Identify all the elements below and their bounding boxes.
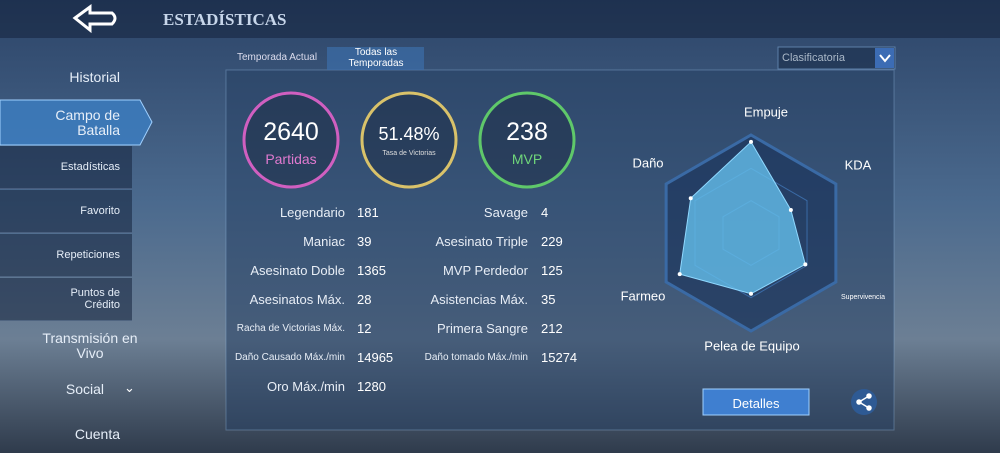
menu-item[interactable]: Historial	[69, 69, 120, 85]
stat-label: Asistencias Máx.	[430, 292, 528, 307]
menu-item[interactable]: Cuenta	[74, 426, 120, 442]
button-label[interactable]: Detalles	[732, 396, 780, 411]
stat-label: Racha de Victorias Máx.	[236, 323, 345, 334]
summary-label: MVP	[511, 151, 543, 167]
tab-active[interactable]	[327, 47, 424, 70]
summary-value: 238	[506, 118, 548, 146]
stat-label: Daño tomado Máx./min	[424, 352, 528, 363]
summary-label: Partidas	[265, 151, 317, 167]
stat-label: Maniac	[303, 234, 345, 249]
submenu-item[interactable]: Repeticiones	[0, 234, 132, 277]
radar-label: Supervivencia	[841, 294, 885, 301]
radar-vertex	[749, 139, 753, 144]
title: ESTADÍSTICAS	[163, 10, 287, 29]
radar-label: Farmeo	[621, 288, 666, 303]
tab[interactable]: Todas las Temporadas	[348, 47, 404, 69]
ring	[360, 91, 458, 189]
radar-vertex	[803, 262, 808, 267]
submenu-item[interactable]: Estadísticas	[0, 146, 132, 189]
share-button[interactable]	[851, 389, 877, 415]
ring	[242, 91, 340, 189]
menu-item[interactable]: Social	[65, 381, 104, 397]
radar-vertex	[688, 196, 693, 201]
details-button[interactable]	[702, 388, 810, 416]
stat-label: Primera Sangre	[436, 321, 528, 336]
active-menu[interactable]	[0, 99, 153, 146]
stat-label: Asesinato Doble	[250, 263, 345, 278]
stat-value: 125	[541, 263, 563, 278]
radar-vertex	[749, 291, 753, 296]
back-icon[interactable]	[72, 4, 117, 34]
stat-label: Asesinato Triple	[435, 234, 529, 249]
stat-label: Savage	[483, 205, 528, 220]
stat-value: 28	[357, 292, 372, 307]
radar-vertex	[677, 272, 682, 277]
stat-value: 229	[541, 234, 563, 249]
stat-value: 14965	[357, 350, 394, 365]
dropdown-arrow	[879, 54, 891, 63]
stat-label: MVP Perdedor	[442, 263, 528, 278]
radar-label: Pelea de Equipo	[704, 338, 799, 353]
stat-value: 1365	[357, 263, 386, 278]
tab[interactable]: Temporada Actual	[237, 52, 318, 63]
stat-value: 35	[541, 292, 556, 307]
menu-item[interactable]: Campo de Batalla	[55, 107, 120, 138]
submenu-item[interactable]: Puntos de Crédito	[0, 278, 132, 321]
stat-value: 1280	[357, 379, 386, 394]
stat-label: Oro Máx./min	[266, 379, 345, 394]
top-bar	[0, 0, 1000, 38]
dropdown-arrow-box	[875, 48, 894, 68]
stat-value: 4	[541, 205, 549, 220]
chevron: ⌄	[124, 380, 135, 395]
stat-value: 212	[541, 321, 563, 336]
stat-value: 39	[357, 234, 372, 249]
submenu-item[interactable]: Favorito	[0, 190, 132, 233]
radar-label: KDA	[845, 157, 872, 172]
radar-label: Empuje	[744, 104, 788, 119]
stat-label: Asesinatos Máx.	[249, 292, 345, 307]
ring	[478, 91, 576, 189]
radar-label: Daño	[632, 155, 663, 170]
stat-label: Legendario	[279, 205, 345, 220]
stat-value: 181	[357, 205, 379, 220]
stat-value: 12	[357, 321, 372, 336]
stat-value: 15274	[541, 350, 578, 365]
share-icon	[856, 393, 872, 411]
radar-vertex	[788, 207, 793, 212]
summary-label: Tasa de Victorias	[382, 150, 436, 157]
menu-item[interactable]: Transmisión en Vivo	[42, 330, 138, 361]
dropdown[interactable]	[777, 46, 896, 70]
dropdown-label[interactable]: Clasificatoria	[782, 52, 845, 64]
summary-value: 2640	[263, 118, 319, 146]
summary-value: 51.48%	[378, 124, 440, 144]
stat-label: Daño Causado Máx./min	[234, 352, 345, 363]
